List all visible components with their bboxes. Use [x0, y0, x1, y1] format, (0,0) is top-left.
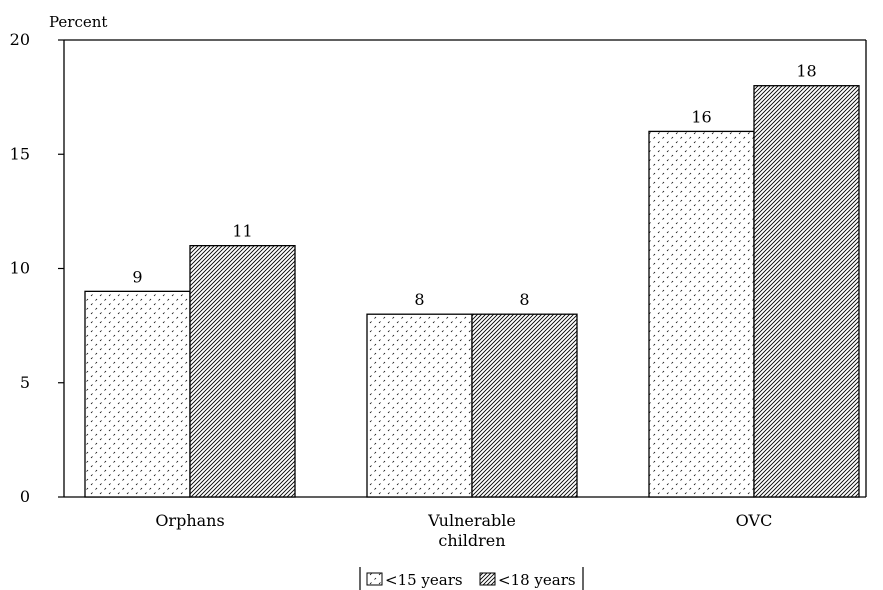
bar [753, 85, 860, 498]
data-label: 18 [796, 62, 816, 81]
x-tick-label: children [438, 531, 505, 550]
bar [84, 290, 191, 498]
y-tick-label: 5 [20, 373, 30, 392]
x-tick-label: Vulnerable [427, 511, 516, 530]
y-tick-label: 10 [10, 259, 30, 278]
data-label: 8 [519, 290, 529, 309]
x-tick-label: Orphans [155, 511, 224, 530]
data-label: 9 [132, 267, 142, 286]
legend-label: <15 years [385, 571, 463, 589]
bar [648, 130, 755, 498]
bar [471, 313, 578, 498]
x-tick-label: OVC [736, 511, 773, 530]
y-tick-label: 15 [10, 144, 30, 163]
y-axis-label: Percent [49, 13, 107, 31]
y-tick-label: 20 [10, 30, 30, 49]
bar [366, 313, 473, 498]
legend-swatch [479, 572, 496, 586]
data-label: 8 [414, 290, 424, 309]
legend: <15 years <18 years [359, 567, 584, 590]
bars [84, 85, 860, 498]
bar [189, 244, 296, 498]
y-tick-label: 0 [20, 487, 30, 506]
data-label: 16 [691, 107, 711, 126]
legend-label: <18 years [498, 571, 576, 589]
legend-swatch [366, 572, 383, 586]
data-labels: 9 11 8 8 16 18 [132, 62, 816, 310]
data-label: 11 [232, 222, 252, 241]
